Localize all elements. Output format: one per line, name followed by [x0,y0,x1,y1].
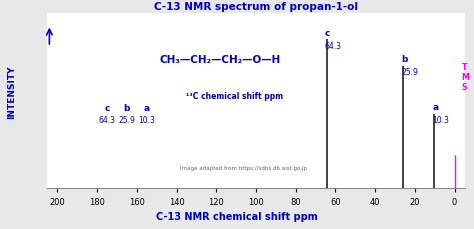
Text: 25.9: 25.9 [118,115,135,125]
Text: C-13 NMR chemical shift ppm: C-13 NMR chemical shift ppm [156,211,318,221]
Text: CH₃—CH₂—CH₂—O—H: CH₃—CH₂—CH₂—O—H [160,55,281,64]
Text: ¹³C chemical shift ppm: ¹³C chemical shift ppm [186,92,283,101]
Text: b: b [401,55,408,64]
Text: b: b [124,104,130,113]
Text: a: a [144,104,150,113]
Text: 25.9: 25.9 [401,68,418,77]
Text: T
M
S: T M S [462,63,469,92]
Text: 64.3: 64.3 [325,42,342,51]
Text: a: a [432,102,438,111]
Text: c: c [325,28,330,37]
Text: Image adapted from https://sdbs.db.aist.go.jp: Image adapted from https://sdbs.db.aist.… [181,165,308,170]
Text: INTENSITY: INTENSITY [8,65,16,118]
Text: 10.3: 10.3 [432,115,449,124]
Text: 64.3: 64.3 [99,115,116,125]
Text: c: c [104,104,109,113]
Title: C-13 NMR spectrum of propan-1-ol: C-13 NMR spectrum of propan-1-ol [154,2,358,12]
Text: 10.3: 10.3 [138,115,155,125]
